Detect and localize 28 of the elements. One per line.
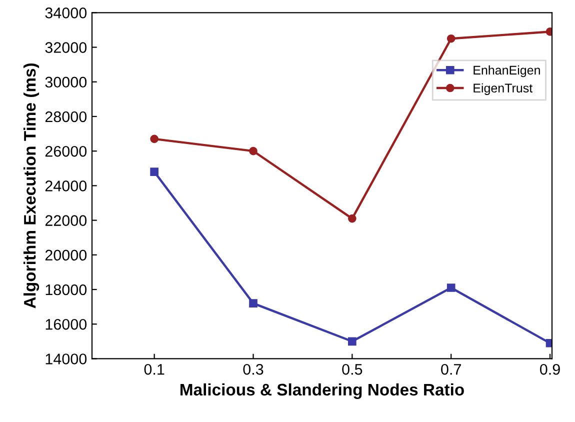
x-axis-title: Malicious & Slandering Nodes Ratio [180, 383, 464, 399]
y-tick-label: 30000 [45, 76, 87, 88]
x-tick-label: 0.3 [243, 364, 264, 375]
y-tick-label: 16000 [46, 318, 87, 330]
point [150, 134, 158, 144]
y-tick-label: 32000 [45, 42, 87, 53]
y-tick-label: 26000 [45, 146, 87, 157]
x-tick-label: 0.5 [342, 364, 362, 375]
point [348, 214, 356, 223]
x-tick-label: 0.1 [144, 364, 164, 375]
legend-label: EnhanEigen [474, 65, 540, 78]
y-axis-title: Algorithm Execution Time (ms) [23, 63, 40, 308]
point [249, 146, 258, 156]
y-tick-label: 18000 [46, 284, 87, 296]
y-tick-label: 24000 [45, 180, 87, 192]
legend-label: EigenTrust [474, 83, 533, 95]
x-tick-label: 0.9 [540, 364, 560, 375]
point [446, 284, 456, 292]
y-tick-label: 14000 [46, 354, 87, 364]
point [446, 34, 456, 43]
point [150, 168, 158, 176]
y-tick-label: 20000 [45, 250, 87, 261]
x-tick-label: 0.7 [441, 364, 461, 375]
y-tick-label: 28000 [45, 111, 87, 122]
y-tick-label: 22000 [45, 215, 87, 226]
point [348, 337, 356, 346]
y-tick-label: 34000 [45, 8, 87, 18]
point [249, 299, 258, 308]
